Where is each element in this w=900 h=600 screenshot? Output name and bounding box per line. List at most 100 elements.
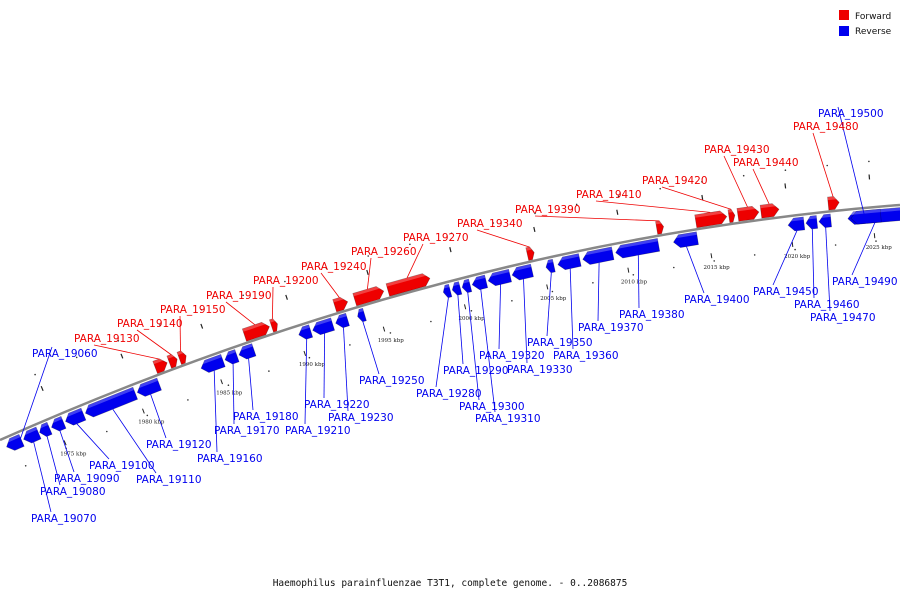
- gene-highlight: [236, 343, 253, 352]
- gene-highlight: [355, 308, 364, 314]
- minor-ticks: [24, 160, 877, 467]
- gene-highlight: [727, 208, 735, 213]
- gene-leader: [320, 272, 340, 298]
- gene-leader: [343, 327, 349, 412]
- minor-tick: [187, 399, 189, 401]
- gene-arrow: [6, 434, 25, 451]
- kbp-tick-label: 2025 kbp: [866, 245, 893, 251]
- minor-tick: [592, 282, 594, 284]
- minor-tick: [617, 195, 620, 197]
- gene-highlight: [177, 349, 185, 356]
- minor-tick: [701, 181, 703, 183]
- gene-leader: [248, 358, 254, 411]
- kbp-tick-mark: [382, 326, 386, 332]
- minor-tick: [575, 203, 578, 206]
- minor-tick: [409, 243, 411, 246]
- minor-tick: [534, 212, 536, 215]
- gene-arrow: [269, 318, 278, 333]
- genes: [4, 196, 900, 451]
- kbp-tick-mark: [627, 267, 630, 273]
- minor-tick: [367, 255, 370, 257]
- gene-highlight: [510, 264, 532, 272]
- figure-caption: Haemophilus parainfluenzae T3T1, complet…: [272, 578, 628, 589]
- gene-label: PARA_19270: [403, 232, 469, 244]
- kbp-tick-mark: [464, 304, 467, 310]
- kbp-tick-mark: [873, 233, 876, 239]
- gene-arrow: [787, 216, 806, 232]
- gene-label: PARA_19090: [54, 473, 120, 485]
- gene-arrow: [200, 354, 226, 373]
- minor-tick: [784, 169, 787, 171]
- gene-arrow: [176, 350, 187, 365]
- gene-leader: [406, 243, 424, 278]
- gene-arrow: [487, 268, 512, 287]
- gene-arrow: [298, 324, 314, 340]
- kbp-tick-label: 1980 kbp: [138, 420, 165, 426]
- gene-highlight: [525, 246, 534, 251]
- gene-label: PARA_19150: [160, 304, 226, 316]
- gene-label: PARA_19220: [304, 399, 370, 411]
- gene-arrow: [615, 238, 661, 259]
- gene-leader: [16, 346, 53, 450]
- gene-highlight: [544, 259, 554, 264]
- gene-highlight: [332, 295, 347, 303]
- legend-swatch-forward: [839, 10, 849, 20]
- kbp-ticks: 1975 kbp 1980 kbp 1985 kbp 1990 kbp 1995 kbp…: [40, 174, 893, 457]
- gene-label: PARA_19390: [515, 204, 581, 216]
- gene-arrow: [51, 416, 67, 432]
- gene-highlight: [134, 378, 158, 390]
- legend-label-forward: Forward: [855, 12, 891, 22]
- kbp-tick-mark: [449, 247, 452, 253]
- gene-arrow: [511, 263, 534, 281]
- kbp-tick-mark: [784, 183, 787, 189]
- gene-highlight: [672, 231, 697, 239]
- minor-tick: [713, 260, 715, 262]
- gene-highlight: [818, 213, 831, 219]
- gene-highlight: [222, 349, 236, 357]
- gene-highlight: [296, 324, 310, 332]
- gene-highlight: [269, 317, 277, 323]
- minor-tick: [753, 254, 756, 256]
- gene-label: PARA_19350: [527, 337, 593, 349]
- gene-leader: [467, 292, 480, 401]
- kbp-tick-label: 2005 kbp: [540, 296, 567, 302]
- gene-arrow: [238, 343, 257, 360]
- gene-label: PARA_19410: [576, 189, 642, 201]
- kbp-tick-mark: [40, 385, 44, 392]
- minor-tick: [227, 384, 230, 387]
- kbp-tick-mark: [701, 194, 704, 200]
- gene-leader: [595, 200, 711, 213]
- gene-highlight: [166, 353, 176, 359]
- gene-arrow: [582, 246, 615, 265]
- gene-label: PARA_19440: [733, 157, 799, 169]
- gene-label: PARA_19380: [619, 309, 685, 321]
- kbp-tick-mark: [63, 440, 67, 446]
- gene-highlight: [242, 320, 269, 332]
- gene-leader: [811, 228, 815, 299]
- gene-label: PARA_19290: [443, 365, 509, 377]
- gene-label: PARA_19110: [136, 474, 202, 486]
- gene-highlight: [198, 354, 222, 366]
- gene-highlight: [655, 220, 663, 225]
- gene-arrow: [759, 203, 780, 219]
- kbp-tick-mark: [791, 241, 794, 247]
- gene-arrow: [451, 281, 463, 296]
- gene-leader: [752, 168, 770, 205]
- kbp-tick-mark: [533, 226, 536, 233]
- gene-leader: [476, 229, 530, 248]
- minor-tick: [659, 187, 661, 190]
- gene-arrow: [557, 253, 582, 271]
- gene-label: PARA_19060: [32, 348, 98, 360]
- gene-label: PARA_19160: [197, 453, 263, 465]
- gene-leader: [136, 329, 172, 355]
- gene-highlight: [787, 216, 804, 222]
- kbp-tick-label: 1995 kbp: [378, 338, 405, 344]
- gene-arrow: [805, 215, 819, 230]
- gene-leader: [304, 339, 308, 425]
- gene-labels: PARA_19060 PARA_19070 PARA_19080PARA_19090…: [31, 108, 898, 525]
- gene-arrow: [827, 196, 840, 211]
- gene-leader: [33, 442, 52, 513]
- gene-highlight: [152, 356, 166, 365]
- legend-swatch-reverse: [839, 26, 849, 36]
- gene-label: PARA_19330: [507, 364, 573, 376]
